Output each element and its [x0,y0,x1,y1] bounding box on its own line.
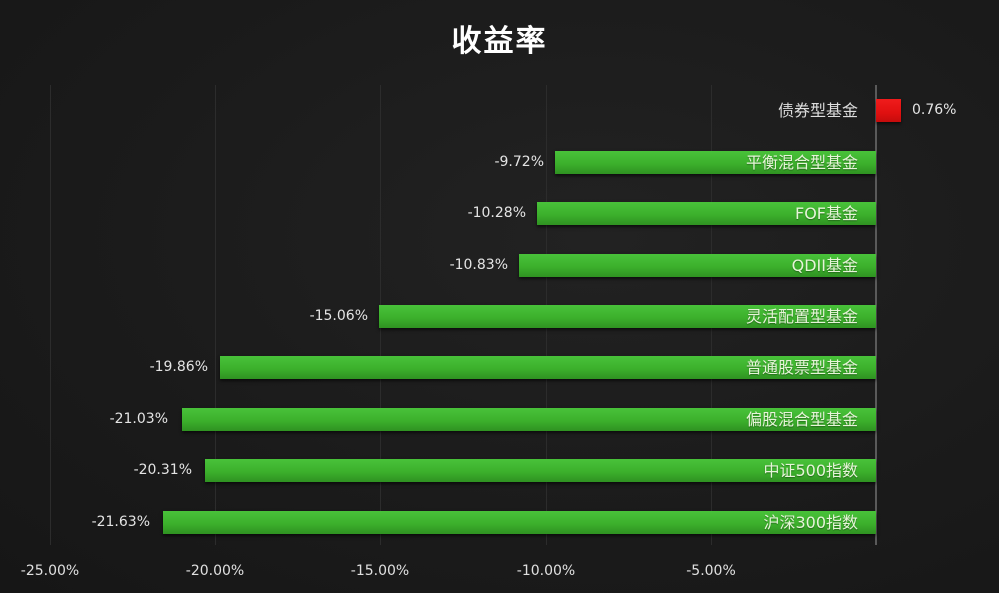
category-label: 灵活配置型基金 [745,307,858,326]
bar-equity-fund [220,356,876,379]
chart-title: 收益率 [451,24,548,59]
value-label: 0.76% [912,102,957,118]
category-label: QDII基金 [791,256,858,275]
gridline-minus-20 [215,85,216,545]
value-label: -9.72% [494,154,544,170]
bar-equity-biased-hybrid-fund [182,408,876,431]
bar-bond-fund [876,99,901,122]
value-label: -10.83% [449,257,508,273]
bar-flexible-allocation-fund [379,305,876,328]
x-tick-label: -20.00% [185,563,245,579]
category-label: 偏股混合型基金 [745,410,858,429]
category-label: 中证500指数 [763,461,858,480]
value-label: -21.63% [91,514,150,530]
category-label: 普通股票型基金 [745,358,858,377]
x-tick-label: -25.00% [20,563,80,579]
bar-qdii-fund [519,254,876,277]
gridline-minus-25 [50,85,51,545]
x-tick-label: -10.00% [516,563,576,579]
category-label: 平衡混合型基金 [745,153,858,172]
bar-csi300-index [163,511,876,534]
x-tick-label: -5.00% [686,563,736,579]
zero-axis-line [875,85,877,545]
category-label: 沪深300指数 [763,513,858,532]
value-label: -21.03% [109,411,168,427]
value-label: -20.31% [133,462,192,478]
value-label: -19.86% [149,359,208,375]
bar-csi500-index [205,459,876,482]
category-label: FOF基金 [794,204,858,223]
x-tick-label: -15.00% [350,563,410,579]
value-label: -10.28% [467,205,526,221]
value-label: -15.06% [309,308,368,324]
category-label: 债券型基金 [777,101,858,120]
bar-balanced-hybrid-fund [555,151,876,174]
bar-fof-fund [537,202,876,225]
